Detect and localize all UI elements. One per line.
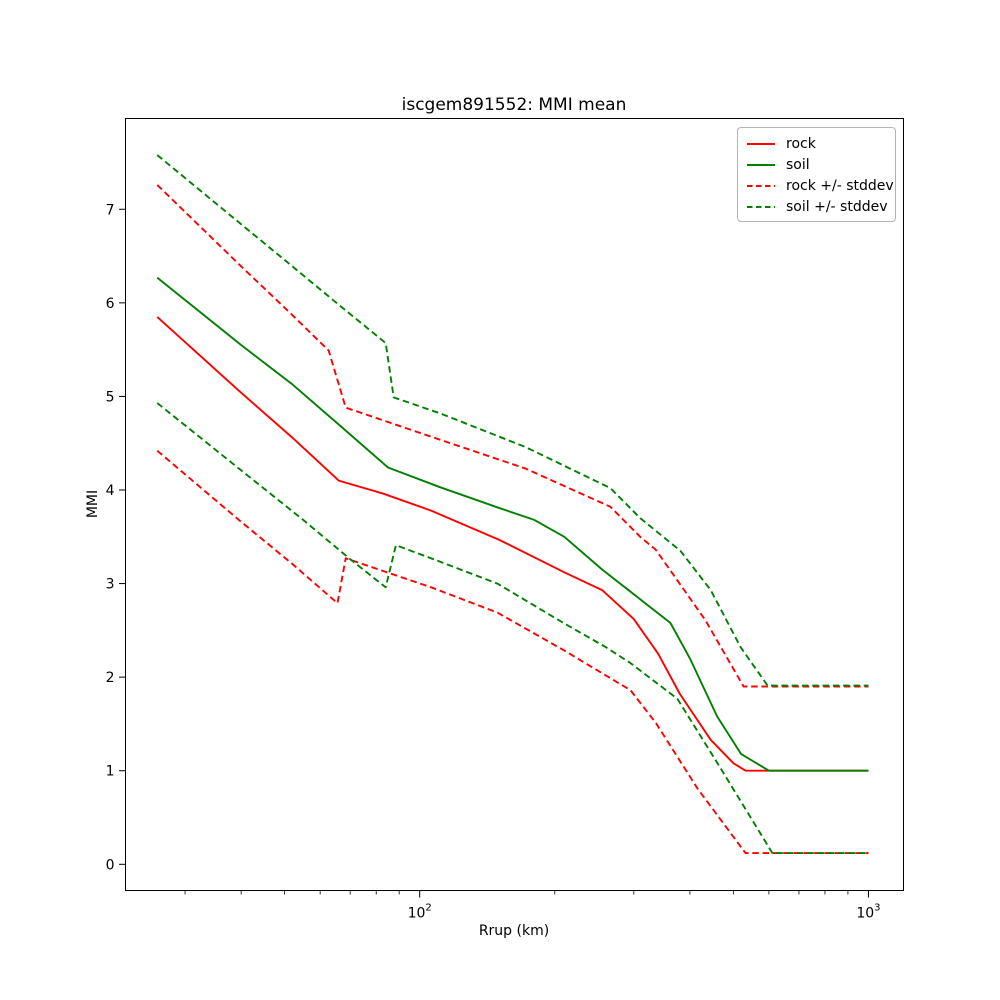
solid-line-sample xyxy=(747,163,775,166)
chart-title: iscgem891552: MMI mean xyxy=(401,95,627,115)
y-tick-label: 2 xyxy=(106,670,115,686)
y-tick-label: 1 xyxy=(106,764,115,780)
legend-item-soil-stddev: soil +/- stddev xyxy=(738,196,895,217)
y-axis-label: MMI xyxy=(85,489,101,519)
dashed-line-sample xyxy=(747,184,775,187)
solid-line-sample xyxy=(747,142,775,145)
axes-frame xyxy=(125,118,904,891)
y-tick-label: 0 xyxy=(106,857,115,873)
legend-label: rock +/- stddev xyxy=(786,177,894,194)
curves xyxy=(156,154,869,855)
y-tick-label: 4 xyxy=(106,483,115,499)
rock-mean xyxy=(156,316,869,772)
legend-item-soil: soil xyxy=(738,154,895,175)
y-tick-label: 7 xyxy=(106,202,115,218)
legend-label: rock xyxy=(786,135,816,152)
rock-minus-stddev xyxy=(156,449,869,855)
soil-plus-stddev xyxy=(156,154,869,687)
legend-item-rock: rock xyxy=(738,133,895,154)
x-axis-ticks: 102 103 xyxy=(184,890,881,922)
y-tick-label: 5 xyxy=(106,389,115,405)
legend-label: soil xyxy=(786,156,810,173)
x-tick-label: 103 xyxy=(856,903,880,922)
soil-minus-stddev xyxy=(156,402,869,855)
y-tick-label: 3 xyxy=(106,577,115,593)
x-tick-label: 102 xyxy=(408,903,432,922)
y-tick-label: 6 xyxy=(106,296,115,312)
dashed-line-sample xyxy=(747,205,775,208)
legend: rock soil rock +/- stddev soil +/- stddev xyxy=(737,127,896,222)
legend-item-rock-stddev: rock +/- stddev xyxy=(738,175,895,196)
soil-mean xyxy=(156,276,869,772)
legend-label: soil +/- stddev xyxy=(786,198,888,215)
x-axis-label: Rrup (km) xyxy=(478,923,550,939)
y-axis-ticks: 0 1 2 3 4 5 6 7 xyxy=(106,202,126,873)
rock-plus-stddev xyxy=(156,184,869,688)
